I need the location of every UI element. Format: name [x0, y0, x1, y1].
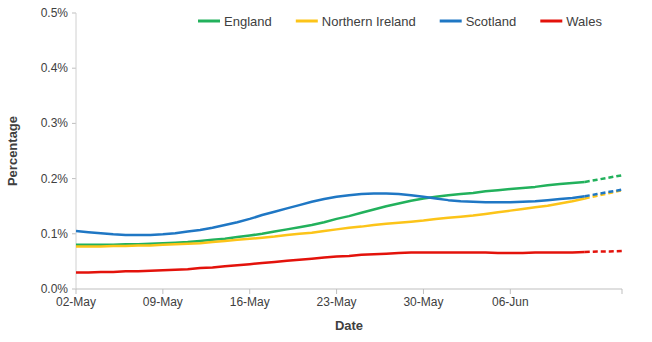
legend-item: Northern Ireland: [296, 14, 416, 29]
x-tick: [336, 289, 337, 294]
x-tick-label: 30-May: [403, 295, 443, 309]
x-tick: [423, 289, 424, 294]
legend-label: Scotland: [466, 14, 517, 29]
projection-line: [585, 190, 622, 197]
series-line: [76, 198, 585, 246]
series-line: [76, 194, 585, 235]
legend-swatch: [540, 20, 562, 23]
x-tick-label: 16-May: [230, 295, 270, 309]
y-tick-label: 0.4%: [41, 61, 69, 75]
x-axis-label: Date: [335, 318, 363, 333]
legend-item: Wales: [540, 14, 602, 29]
y-tick: [72, 123, 76, 124]
y-tick-label: 0.3%: [41, 116, 69, 130]
plot-area: [76, 175, 622, 272]
y-tick-label: 0.5%: [41, 6, 69, 20]
x-tick-label: 09-May: [143, 295, 183, 309]
legend-label: Wales: [566, 14, 602, 29]
y-tick-label: 0.0%: [41, 282, 69, 296]
x-tick-label: 02-May: [56, 295, 96, 309]
y-tick: [72, 289, 76, 290]
x-tick: [162, 289, 163, 294]
y-tick: [72, 233, 76, 234]
y-tick: [72, 68, 76, 69]
y-tick-label: 0.2%: [41, 172, 69, 186]
y-axis-label: Percentage: [5, 116, 20, 186]
y-tick-label: 0.1%: [41, 227, 69, 241]
x-tick-label: 23-May: [317, 295, 357, 309]
x-tick: [510, 289, 511, 294]
series-line: [76, 252, 585, 272]
legend: England Northern Ireland Scotland Wales: [198, 14, 602, 29]
legend-swatch: [296, 20, 318, 23]
projection-line: [585, 251, 622, 252]
legend-swatch: [440, 20, 462, 23]
projection-line: [585, 175, 622, 182]
legend-swatch: [198, 20, 220, 23]
legend-item: Scotland: [440, 14, 517, 29]
x-tick: [249, 289, 250, 294]
x-axis-line: [76, 289, 622, 290]
chart: 0.0% 0.1% 0.2% 0.3% 0.4% 0.5% 02-May 09-May 16-M…: [0, 0, 652, 342]
y-tick: [72, 13, 76, 14]
projection-line: [585, 190, 622, 198]
series-line: [76, 182, 585, 245]
legend-item: England: [198, 14, 272, 29]
x-tick-label: 06-Jun: [492, 295, 529, 309]
legend-label: England: [224, 14, 272, 29]
x-tick: [76, 289, 77, 294]
x-axis-end: [622, 289, 623, 294]
y-tick: [72, 178, 76, 179]
legend-label: Northern Ireland: [322, 14, 416, 29]
